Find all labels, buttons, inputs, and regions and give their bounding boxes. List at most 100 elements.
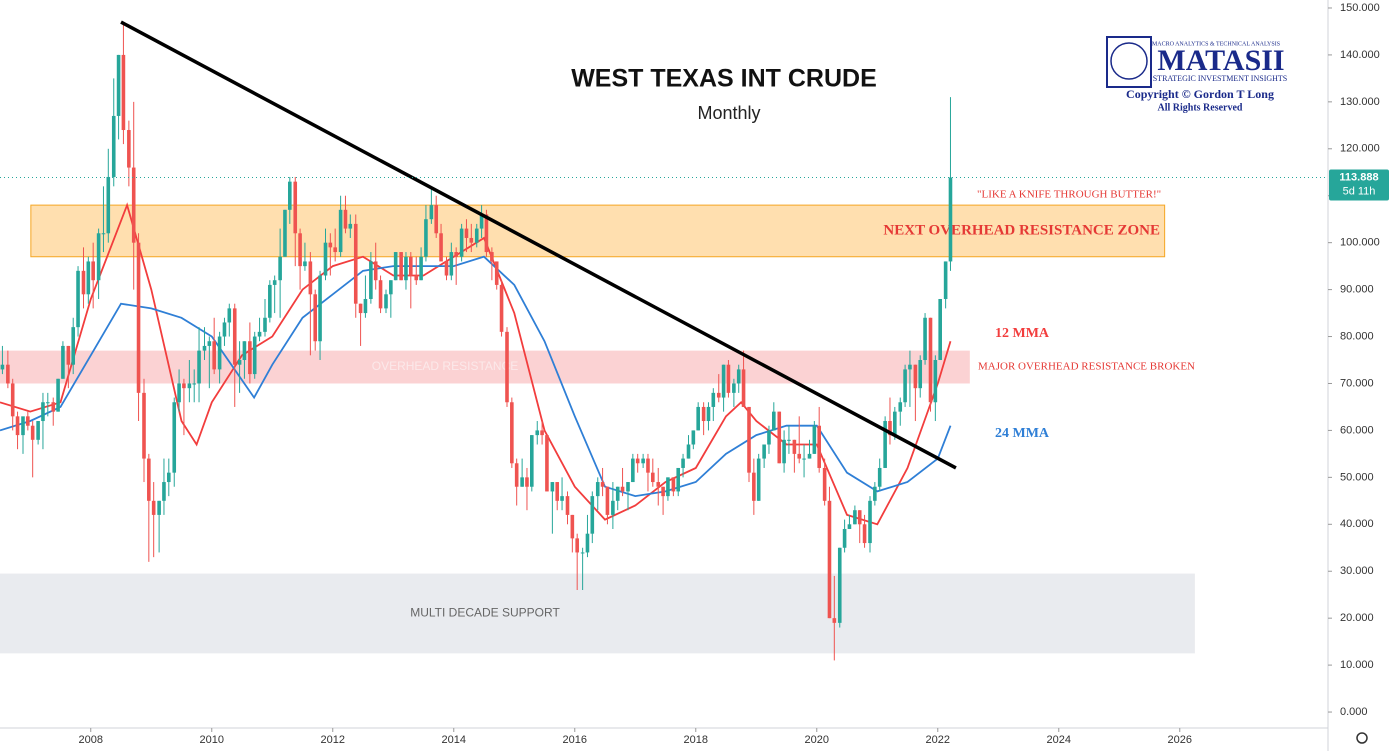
candle-body	[853, 510, 857, 525]
candle-body	[469, 237, 474, 243]
candle-body	[923, 317, 927, 361]
x-tick-label: 2012	[321, 734, 345, 746]
candle-body	[656, 482, 661, 487]
candle-body	[928, 317, 933, 403]
y-tick-label: 70.000	[1340, 377, 1374, 389]
y-tick-label: 120.000	[1340, 143, 1380, 155]
candle-body	[671, 477, 676, 492]
candle-body	[560, 496, 564, 501]
annotation: "LIKE A KNIFE THROUGH BUTTER!"	[977, 189, 1161, 201]
candle-body	[111, 115, 116, 177]
x-tick-label: 2026	[1168, 734, 1192, 746]
candle-body	[686, 444, 691, 459]
candle-body	[510, 402, 514, 464]
candle-body	[520, 477, 524, 487]
candle-body	[36, 421, 40, 440]
settings-icon[interactable]	[1356, 732, 1368, 744]
candle-body	[338, 209, 343, 253]
candle-body	[15, 416, 20, 436]
x-tick-label: 2018	[684, 734, 708, 746]
candle-body	[192, 383, 197, 385]
candle-body	[888, 421, 892, 436]
candle-body	[479, 214, 484, 229]
candle-body	[832, 618, 837, 623]
y-tick-label: 50.000	[1340, 471, 1374, 483]
candle-body	[741, 369, 746, 407]
candle-body	[86, 261, 91, 295]
candle-body	[716, 392, 721, 398]
candle-body	[787, 439, 791, 441]
candle-body	[877, 467, 882, 487]
candle-body	[419, 256, 423, 281]
candle-body	[797, 453, 802, 459]
candle-body	[736, 369, 741, 384]
candle-body	[131, 167, 136, 243]
candle-body	[313, 294, 318, 342]
zone-label: MULTI DECADE SUPPORT	[410, 606, 560, 620]
candle-body	[590, 496, 595, 534]
logo-emblem	[1110, 42, 1148, 80]
candle-body	[535, 430, 540, 436]
candle-body	[782, 439, 786, 464]
candle-body	[363, 298, 368, 314]
candle-body	[10, 383, 15, 417]
candle-body	[641, 458, 645, 464]
candle-body	[711, 392, 716, 407]
candle-body	[651, 472, 655, 483]
zone	[0, 573, 1195, 654]
candle-body	[172, 402, 177, 473]
x-tick-label: 2024	[1047, 734, 1071, 746]
candle-body	[631, 458, 635, 483]
legend-label: 12 MMA	[995, 326, 1050, 341]
candle-body	[409, 256, 413, 276]
candle-body	[278, 256, 282, 281]
candle-body	[424, 219, 428, 257]
candle-body	[530, 435, 534, 487]
x-tick-label: 2022	[926, 734, 950, 746]
logo-text: Copyright © Gordon T Long	[1126, 87, 1274, 101]
logo-text: STRATEGIC INVESTMENT INSIGHTS	[1153, 74, 1288, 83]
candle-body	[505, 331, 509, 403]
y-tick-label: 130.000	[1340, 96, 1380, 108]
candle-body	[272, 280, 277, 285]
candle-body	[248, 341, 252, 375]
candle-body	[429, 205, 434, 220]
candle-body	[217, 336, 222, 370]
candle-body	[252, 336, 257, 375]
candle-body	[490, 252, 494, 262]
trendline	[120, 20, 957, 470]
candle-body	[41, 402, 45, 422]
candle-body	[121, 54, 126, 131]
candle-body	[157, 500, 161, 515]
candle-body	[21, 416, 25, 436]
candle-body	[293, 181, 298, 234]
candle-body	[182, 383, 186, 389]
candle-body	[555, 482, 560, 501]
legend-label: 24 MMA	[995, 426, 1050, 441]
candle-body	[106, 176, 111, 234]
candle-body	[792, 439, 797, 454]
candle-body	[96, 233, 101, 281]
candle-body	[454, 252, 458, 257]
y-tick-label: 0.000	[1340, 706, 1368, 718]
candle-body	[600, 482, 605, 487]
logo: MACRO ANALYTICS & TECHNICAL ANALYSIS MAT…	[1106, 36, 1288, 113]
candle-body	[389, 280, 393, 295]
candle-body	[308, 261, 313, 295]
candle-body	[414, 275, 419, 281]
candle-body	[873, 486, 877, 501]
candle-body	[777, 411, 782, 464]
candle-body	[903, 369, 907, 403]
candle-body	[177, 383, 181, 403]
candle-body	[883, 421, 887, 468]
candle-body	[71, 327, 76, 365]
candle-body	[893, 411, 897, 436]
candle-body	[343, 209, 348, 229]
candle-body	[318, 275, 322, 342]
candle-body	[822, 467, 827, 501]
logo-text: All Rights Reserved	[1158, 102, 1243, 113]
y-tick-label: 20.000	[1340, 612, 1374, 624]
candle-body	[868, 500, 872, 544]
